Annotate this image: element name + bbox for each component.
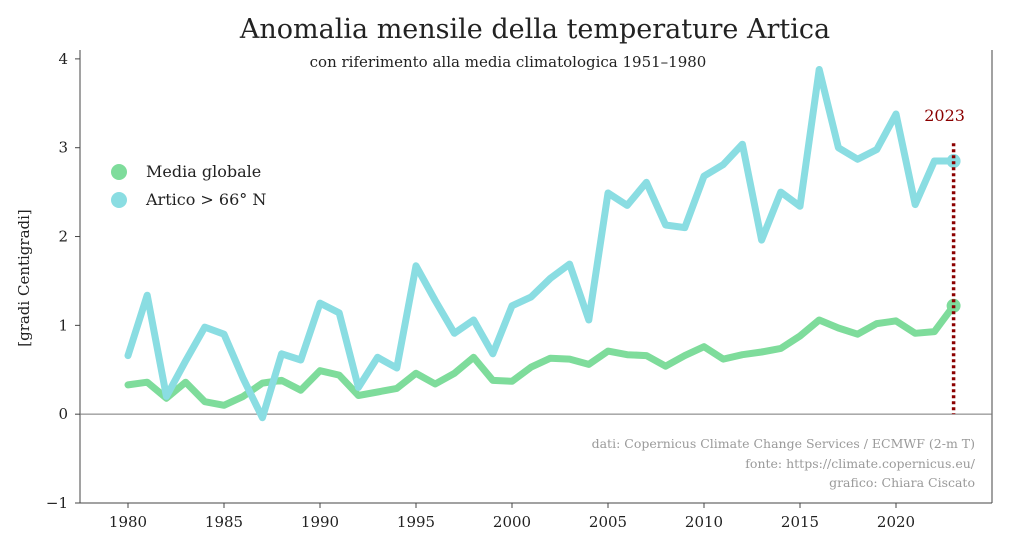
legend-global-mean-label: Media globale: [146, 162, 261, 181]
x-tick-label: 2005: [589, 513, 627, 531]
x-tick-label: 2015: [781, 513, 819, 531]
x-tick-label: 1995: [397, 513, 435, 531]
x-tick-label: 2000: [493, 513, 531, 531]
x-tick-label: 2010: [685, 513, 723, 531]
y-tick-label: 1: [58, 316, 68, 334]
annotation-2023-label: 2023: [924, 106, 965, 125]
x-tick-label: 1980: [109, 513, 147, 531]
y-axis-label: [gradi Centigradi]: [15, 209, 33, 347]
x-tick-label: 2020: [877, 513, 915, 531]
arctic-series-endpoint: [946, 154, 961, 169]
legend-arctic-label: Artico > 66° N: [145, 190, 266, 209]
credit-author: grafico: Chiara Ciscato: [829, 475, 975, 490]
x-tick-label: 1985: [205, 513, 243, 531]
legend-arctic-marker: [111, 192, 127, 208]
x-tick-label: 1990: [301, 513, 339, 531]
credit-source: fonte: https://climate.copernicus.eu/: [745, 456, 975, 471]
legend: Media globale Artico > 66° N: [111, 162, 266, 209]
credit-data: dati: Copernicus Climate Change Services…: [592, 436, 975, 451]
y-tick-label: −1: [46, 494, 68, 512]
series-layer: [124, 66, 961, 422]
global-mean-series-line: [124, 302, 958, 409]
chart-title: Anomalia mensile della temperature Artic…: [239, 14, 830, 45]
chart-subtitle: con riferimento alla media climatologica…: [310, 53, 707, 71]
annotation-2023: 2023: [924, 106, 965, 415]
y-tick-label: 4: [58, 50, 68, 68]
y-tick-label: 3: [58, 139, 68, 157]
legend-global-mean-marker: [111, 164, 127, 180]
axes: −1 0 1 2 3 4 1980 1985 1990 1995 2000 2005 2010 2015 2…: [46, 50, 993, 531]
credits: dati: Copernicus Climate Change Services…: [592, 436, 976, 490]
y-tick-label: 2: [58, 228, 68, 246]
arctic-series-line: [124, 66, 958, 422]
y-tick-label: 0: [58, 405, 68, 423]
